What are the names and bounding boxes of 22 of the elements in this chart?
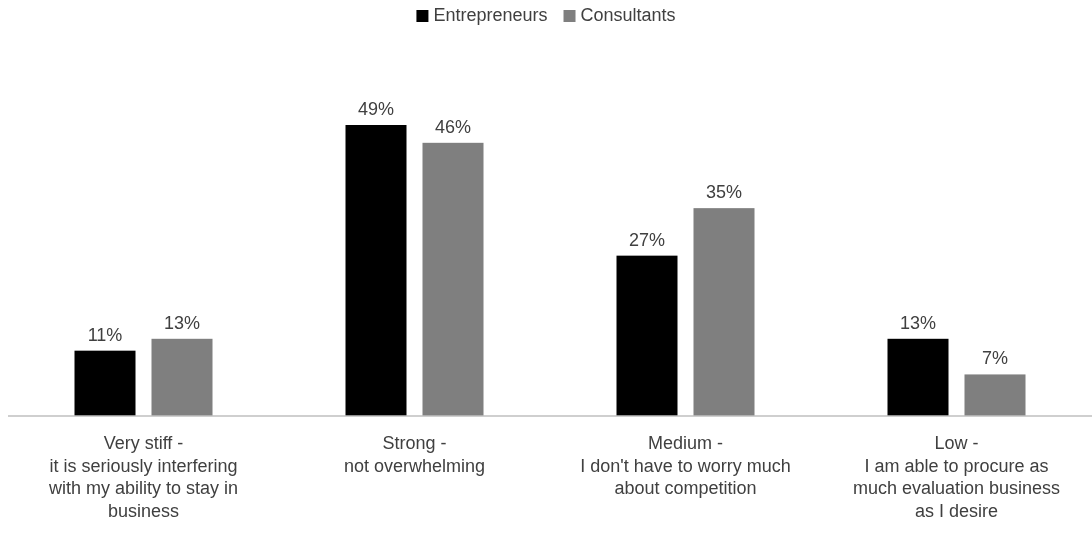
bar bbox=[964, 374, 1026, 416]
bar bbox=[887, 338, 949, 416]
bar bbox=[616, 255, 678, 416]
data-label: 49% bbox=[357, 99, 395, 119]
x-tick-label: Very stiff - it is seriously interfering with my ability to stay in business bbox=[47, 433, 239, 521]
bar bbox=[74, 350, 136, 416]
x-tick-label: Strong - not overwhelming bbox=[343, 433, 486, 476]
data-label: 11% bbox=[87, 324, 123, 345]
bar bbox=[345, 125, 407, 416]
data-label: 27% bbox=[628, 229, 666, 250]
legend-label: Entrepreneurs bbox=[433, 5, 548, 25]
bar bbox=[151, 338, 213, 416]
x-tick-label: Medium - I don't have to worry much about competition bbox=[580, 433, 791, 498]
data-label: 46% bbox=[434, 116, 472, 137]
data-label: 13% bbox=[899, 312, 937, 333]
bar bbox=[422, 142, 484, 416]
x-tick-label: Low - I am able to procure as much evaluation business as I desire bbox=[852, 433, 1061, 521]
legend-label: Consultants bbox=[580, 5, 676, 25]
data-label: 7% bbox=[981, 348, 1009, 369]
data-label: 35% bbox=[705, 182, 743, 203]
bar bbox=[693, 208, 755, 416]
data-label: 13% bbox=[163, 312, 201, 333]
